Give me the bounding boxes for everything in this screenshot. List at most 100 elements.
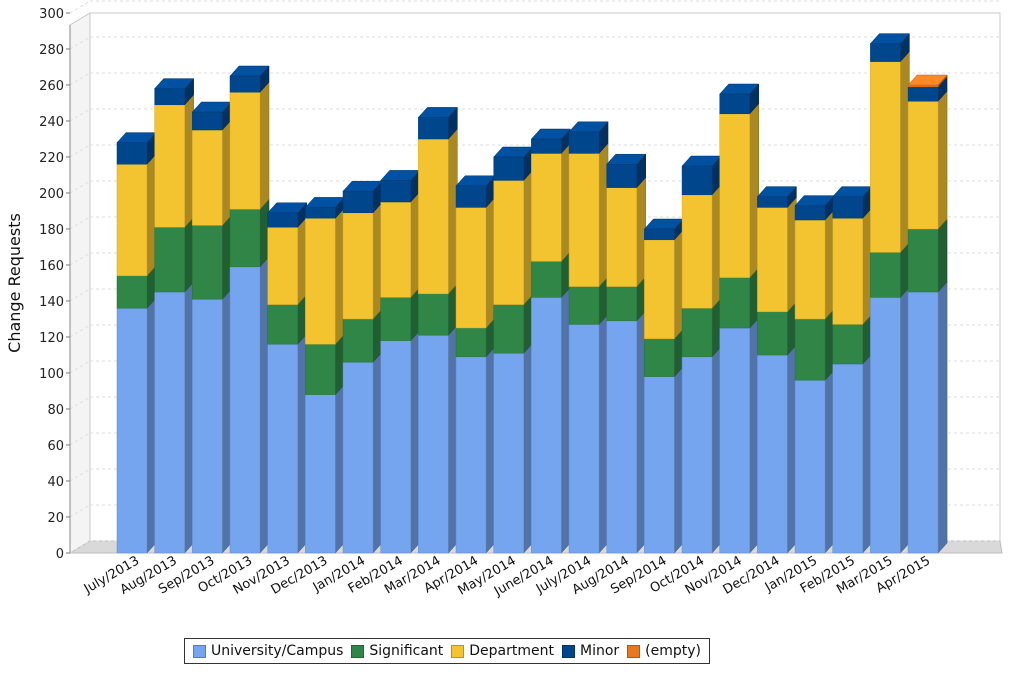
bar-segment-Jan/2015-Minor <box>794 205 826 221</box>
bar-segment-Oct/2014-University/Campus <box>681 356 713 554</box>
bar-segment-Mar/2014-Minor <box>418 117 449 140</box>
legend-label: (empty) <box>645 643 702 659</box>
y-tick-label: 60 <box>47 439 64 454</box>
bar-segment-Oct/2014-Minor <box>681 165 713 196</box>
gridline-depth <box>69 432 91 446</box>
gridline-depth <box>69 216 91 230</box>
bar-segment-Nov/2013-Significant <box>267 304 298 345</box>
bar-segment-Oct/2013-Department <box>229 91 261 210</box>
gridline-depth <box>69 360 91 374</box>
bar-segment-Mar/2014-University/Campus <box>418 334 449 554</box>
bar-segment-Mar/2015-Minor <box>870 43 901 62</box>
bar-segment-Dec/2013-Significant <box>305 343 336 395</box>
bar-segment-Aug/2013-Significant <box>154 226 185 293</box>
bar-top-Mar/2015 <box>869 33 910 44</box>
y-tick-label: 120 <box>39 331 64 346</box>
bar-segment-June/2014-Minor <box>531 138 562 154</box>
bar-segment-Feb/2015-Significant <box>832 324 863 365</box>
bar-segment-Oct/2014-Department <box>681 194 713 309</box>
bar-segment-June/2014-Significant <box>531 261 562 298</box>
bar-segment-Nov/2014-University/Campus <box>719 327 750 554</box>
legend-label: Department <box>469 643 554 659</box>
bar-segment-Aug/2013-Department <box>154 104 185 228</box>
gridline-depth <box>69 288 91 302</box>
bar-segment-Jan/2015-University/Campus <box>794 379 826 554</box>
bar-segment-June/2014-Department <box>531 153 562 262</box>
gridline-depth <box>69 36 91 50</box>
bar-top-June/2014 <box>530 128 571 140</box>
bar-segment-Sep/2014-University/Campus <box>644 376 675 554</box>
bar-segment-Sep/2013-University/Campus <box>192 298 223 554</box>
y-axis-title: Change Requests <box>5 213 24 353</box>
bar-segment-Apr/2014-Department <box>455 207 487 329</box>
plot-side-wall <box>69 12 91 554</box>
y-tick-label: 260 <box>39 79 64 94</box>
bar-segment-Mar/2015-Significant <box>870 252 901 298</box>
bar-segment-Feb/2014-Significant <box>380 297 411 341</box>
y-tick-label: 140 <box>39 295 64 310</box>
y-tick-label: 160 <box>39 259 64 274</box>
y-tick-label: 240 <box>39 115 64 130</box>
gridline-depth <box>69 396 91 410</box>
bar-segment-Jan/2015-Significant <box>794 318 826 381</box>
y-tick-label: 300 <box>39 7 64 22</box>
bar-segment-Jan/2015-Department <box>794 219 826 320</box>
bar-segment-Apr/2015-Significant <box>907 228 939 293</box>
bar-segment-Aug/2013-Minor <box>154 88 185 106</box>
y-tick-label: 100 <box>39 367 64 382</box>
bar-segment-July/2013-University/Campus <box>116 307 148 554</box>
bar-segment-Aug/2014-University/Campus <box>606 320 637 554</box>
bar-segment-Sep/2014-Minor <box>644 228 675 241</box>
legend-item: Department <box>451 643 554 659</box>
bar-segment-Apr/2014-Significant <box>455 327 487 358</box>
bar-segment-Jan/2014-Department <box>342 212 374 320</box>
bar-segment-May/2014-Department <box>493 180 524 305</box>
bar-segment-Apr/2015-Minor <box>907 86 939 102</box>
gridline-depth <box>69 540 91 554</box>
gridline-depth <box>69 180 91 194</box>
bar-top-Apr/2015 <box>907 74 948 86</box>
bar-segment-Nov/2013-University/Campus <box>267 343 298 554</box>
bar-segment-May/2014-Minor <box>493 156 524 181</box>
bar-segment-Jan/2014-Minor <box>342 190 374 214</box>
bar-segment-Apr/2015-(empty) <box>907 84 939 88</box>
legend-swatch <box>193 644 206 658</box>
bar-segment-Aug/2014-Significant <box>606 286 637 322</box>
bar-segment-Mar/2015-Department <box>870 61 901 253</box>
bar-segment-Aug/2014-Department <box>606 187 637 287</box>
legend-label: University/Campus <box>211 643 344 659</box>
bar-top-Oct/2013 <box>229 65 270 77</box>
bar-segment-Aug/2014-Minor <box>606 163 637 188</box>
bar-segment-Nov/2014-Department <box>719 113 750 278</box>
y-tick-label: 200 <box>39 187 64 202</box>
legend-item: (empty) <box>627 643 701 659</box>
legend-label: Significant <box>369 643 444 659</box>
bar-segment-Dec/2014-University/Campus <box>757 354 788 554</box>
bar-segment-Oct/2013-Significant <box>229 208 261 268</box>
y-tick-label: 80 <box>47 403 64 418</box>
y-tick-label: 40 <box>47 475 64 490</box>
gridline-depth <box>69 72 91 86</box>
legend-item: Significant <box>351 643 443 659</box>
gridline-depth <box>69 0 91 14</box>
bar-segment-Feb/2015-Department <box>832 217 863 325</box>
gridline-depth <box>69 468 91 482</box>
bar-segment-Mar/2015-University/Campus <box>870 297 901 554</box>
bar-segment-Sep/2013-Department <box>192 129 223 226</box>
bar-segment-Apr/2014-Minor <box>455 185 487 208</box>
bar-segment-Oct/2013-Minor <box>229 75 261 93</box>
legend-swatch <box>451 644 465 658</box>
bar-segment-Mar/2014-Department <box>418 138 449 295</box>
bar-segment-Apr/2015-Department <box>907 100 939 230</box>
bar-segment-Aug/2013-University/Campus <box>154 291 185 554</box>
bar-segment-July/2013-Minor <box>116 142 148 165</box>
bar-top-Mar/2014 <box>417 107 458 118</box>
bar-segment-July/2014-Significant <box>568 286 600 325</box>
bar-segment-Apr/2015-University/Campus <box>907 291 939 554</box>
bar-segment-Nov/2014-Minor <box>719 93 750 115</box>
bar-segment-Dec/2013-Minor <box>305 207 336 219</box>
bar-segment-Jan/2014-Significant <box>342 318 374 363</box>
bar-segment-May/2014-University/Campus <box>493 352 524 554</box>
